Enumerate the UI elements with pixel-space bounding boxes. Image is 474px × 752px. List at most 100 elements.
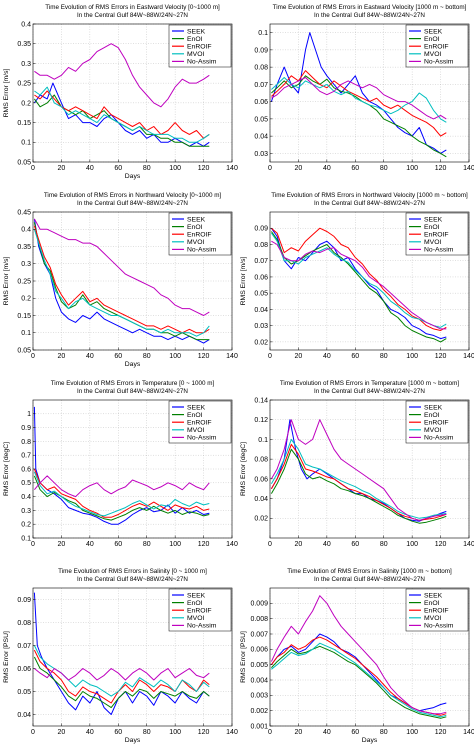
x-tick-label: 100 [169, 729, 181, 736]
series-line-mvoi [270, 232, 447, 328]
chart-3: Time Evolution of RMS Errors in Northwar… [3, 192, 238, 368]
y-tick-label: 0.09 [17, 597, 31, 604]
x-tick-label: 100 [169, 541, 181, 548]
x-tick-label: 40 [86, 729, 94, 736]
series-line-mvoi [271, 642, 447, 718]
series-line-no-assim [270, 419, 447, 521]
legend-entry: No-Assim [424, 623, 454, 630]
x-tick-label: 40 [323, 353, 331, 360]
y-tick-label: 0.05 [254, 116, 268, 123]
x-tick-label: 100 [169, 353, 181, 360]
chart-4: Time Evolution of RMS Errors in Northwar… [240, 192, 474, 360]
x-tick-label: 60 [351, 165, 359, 172]
x-tick-label: 140 [226, 541, 238, 548]
x-tick-label: 60 [351, 729, 359, 736]
y-tick-label: 0.3 [21, 261, 31, 268]
chart-8: Time Evolution of RMS Errors in Salinity… [240, 568, 474, 744]
chart-title: In the Central Gulf 84W~88W/24N~27N [314, 388, 425, 395]
series-line-enoi [271, 645, 447, 719]
x-tick-label: 40 [86, 541, 94, 548]
chart-title: Time Evolution of RMS Errors in Salinity… [287, 568, 452, 575]
y-tick-label: 0.3 [21, 61, 31, 68]
legend-entry: SEEK [187, 404, 206, 411]
y-tick-label: 0.06 [254, 476, 268, 483]
y-axis-label: RMS Error [m/s] [240, 257, 247, 306]
x-tick-label: 80 [143, 541, 151, 548]
y-tick-label: 0.1 [258, 30, 268, 37]
y-tick-label: 0.2 [21, 100, 31, 107]
y-tick-label: 0.4 [21, 227, 31, 234]
x-tick-label: 60 [114, 541, 122, 548]
legend-entry: EnOI [187, 224, 203, 231]
series-line-no-assim [33, 218, 210, 316]
x-tick-label: 60 [114, 165, 122, 172]
legend-entry: MVOI [187, 51, 204, 58]
legend-entry: MVOI [424, 51, 441, 58]
x-tick-label: 60 [114, 353, 122, 360]
series-line-no-assim [271, 240, 447, 330]
y-tick-label: 0.005 [250, 662, 268, 669]
chart-5: Time Evolution of RMS Errors in Temperat… [3, 380, 238, 548]
series-line-no-assim [34, 668, 210, 681]
y-axis-label: RMS Error [m/s] [3, 257, 10, 306]
x-tick-label: 0 [268, 729, 272, 736]
series-line-enroif [33, 468, 210, 518]
x-tick-label: 20 [58, 353, 66, 360]
y-tick-label: 0.06 [254, 99, 268, 106]
legend-entry: SEEK [187, 592, 206, 599]
chart-title: Time Evolution of RMS Errors in Northwar… [271, 192, 468, 199]
x-tick-label: 140 [226, 729, 238, 736]
x-tick-label: 120 [198, 165, 210, 172]
x-axis-label: Days [362, 737, 378, 744]
y-tick-label: 0.07 [254, 82, 268, 89]
y-tick-label: 0.1 [258, 437, 268, 444]
series-line-mvoi [34, 86, 210, 143]
legend-entry: MVOI [187, 427, 204, 434]
y-axis-label: RMS Error [m/s] [3, 69, 10, 118]
y-tick-label: 0.05 [17, 689, 31, 696]
legend-entry: MVOI [424, 615, 441, 622]
x-tick-label: 100 [169, 165, 181, 172]
series-line-enroif [33, 225, 210, 334]
y-tick-label: 0.04 [254, 134, 268, 141]
y-tick-label: 0.04 [254, 307, 268, 314]
legend-entry: EnOI [424, 224, 440, 231]
y-tick-label: 0.009 [250, 601, 268, 608]
y-tick-label: 0.002 [250, 708, 268, 715]
legend-entry: EnROIF [424, 608, 449, 615]
series-line-enroif [271, 70, 447, 137]
chart-title: In the Central Gulf 84W~88W/24N~27N [77, 200, 188, 207]
y-tick-label: 0.03 [254, 151, 268, 158]
x-tick-label: 40 [86, 353, 94, 360]
x-tick-label: 40 [323, 165, 331, 172]
chart-title: Time Evolution of RMS Errors in Eastward… [273, 4, 467, 11]
legend-entry: SEEK [187, 28, 206, 35]
chart-title: In the Central Gulf 84W~88W/24N~27N [77, 576, 188, 583]
legend-entry: EnOI [424, 36, 440, 43]
y-tick-label: 0.08 [254, 65, 268, 72]
x-tick-label: 20 [58, 729, 66, 736]
y-tick-label: 0.003 [250, 693, 268, 700]
x-tick-label: 140 [463, 165, 474, 172]
x-tick-label: 100 [406, 353, 418, 360]
y-tick-label: 0.004 [250, 677, 268, 684]
y-tick-label: 0.8 [21, 439, 31, 446]
series-line-no-assim [270, 595, 447, 715]
y-tick-label: 0.1 [21, 535, 31, 542]
legend-entry: EnROIF [187, 232, 212, 239]
x-tick-label: 120 [435, 729, 447, 736]
x-tick-label: 20 [295, 729, 303, 736]
legend-entry: SEEK [424, 216, 443, 223]
legend-entry: SEEK [424, 404, 443, 411]
y-tick-label: 0.09 [254, 226, 268, 233]
chart-title: Time Evolution of RMS Errors in Salinity… [58, 568, 207, 575]
x-tick-label: 120 [435, 541, 447, 548]
y-tick-label: 0.2 [21, 522, 31, 529]
x-tick-label: 0 [268, 165, 272, 172]
